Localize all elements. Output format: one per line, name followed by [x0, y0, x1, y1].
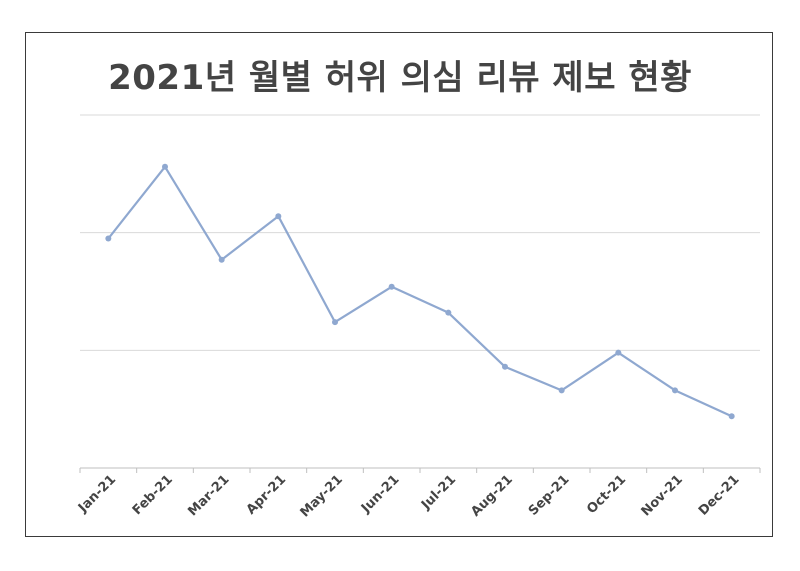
x-tick-label: Mar-21: [185, 472, 232, 519]
chart-frame: [25, 32, 773, 537]
data-point: [218, 256, 225, 263]
chart-title: 2021년 월별 허위 의심 리뷰 제보 현황: [108, 58, 692, 98]
x-tick-label: Jan-21: [75, 472, 119, 516]
data-point: [728, 413, 735, 420]
x-tick-label: Jun-21: [358, 472, 402, 516]
x-tick-label: Feb-21: [130, 472, 176, 518]
x-tick-label: Apr-21: [244, 472, 289, 517]
data-point: [502, 363, 508, 370]
x-tick-label: Jul-21: [418, 472, 459, 513]
series-line: [107, 165, 733, 418]
data-point: [615, 349, 622, 356]
x-tick-label: Aug-21: [468, 472, 515, 519]
x-tick-label: Dec-21: [696, 472, 743, 519]
data-point: [672, 387, 678, 394]
x-tick-label: May-21: [298, 472, 346, 520]
data-point: [275, 213, 282, 220]
data-point: [332, 319, 338, 326]
data-point: [105, 235, 112, 242]
x-tick-label: Nov-21: [639, 472, 686, 519]
data-point: [558, 387, 565, 394]
x-tick-label: Sep-21: [526, 472, 573, 519]
data-point: [162, 163, 168, 170]
data-point: [445, 309, 452, 316]
x-tick-label: Oct-21: [584, 472, 629, 517]
data-point: [388, 283, 395, 290]
